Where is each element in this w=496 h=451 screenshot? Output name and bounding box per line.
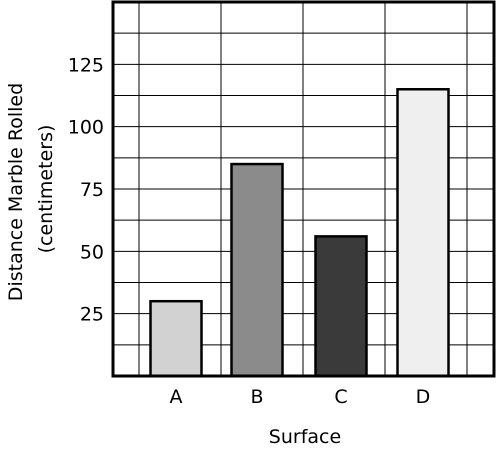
bar-C	[314, 235, 368, 378]
bar-B	[230, 162, 284, 378]
y-tick-labels: 25 50 75 100 125	[68, 54, 104, 325]
y-axis-label: Distance Marble Rolled (centimeters)	[5, 77, 57, 301]
y-tick-label: 25	[80, 304, 104, 326]
plot-frame	[111, 0, 496, 378]
y-tick-label: 50	[80, 241, 104, 263]
x-axis-label: Surface	[269, 426, 341, 448]
y-axis-label-line-1: Distance Marble Rolled	[5, 83, 27, 301]
grid	[113, 2, 494, 376]
bar-D	[396, 88, 450, 378]
y-tick-label: 100	[68, 117, 104, 139]
bar-A	[149, 299, 203, 378]
y-tick-label: 75	[80, 179, 104, 201]
y-tick-label: 125	[68, 54, 104, 76]
bars	[149, 88, 450, 378]
y-axis-label-line-2: (centimeters)	[35, 125, 57, 254]
x-tick-labels: A B C D	[170, 386, 431, 408]
x-tick-label: D	[416, 386, 431, 408]
x-tick-label: C	[334, 386, 347, 408]
x-tick-label: B	[250, 386, 263, 408]
x-tick-label: A	[170, 386, 183, 408]
